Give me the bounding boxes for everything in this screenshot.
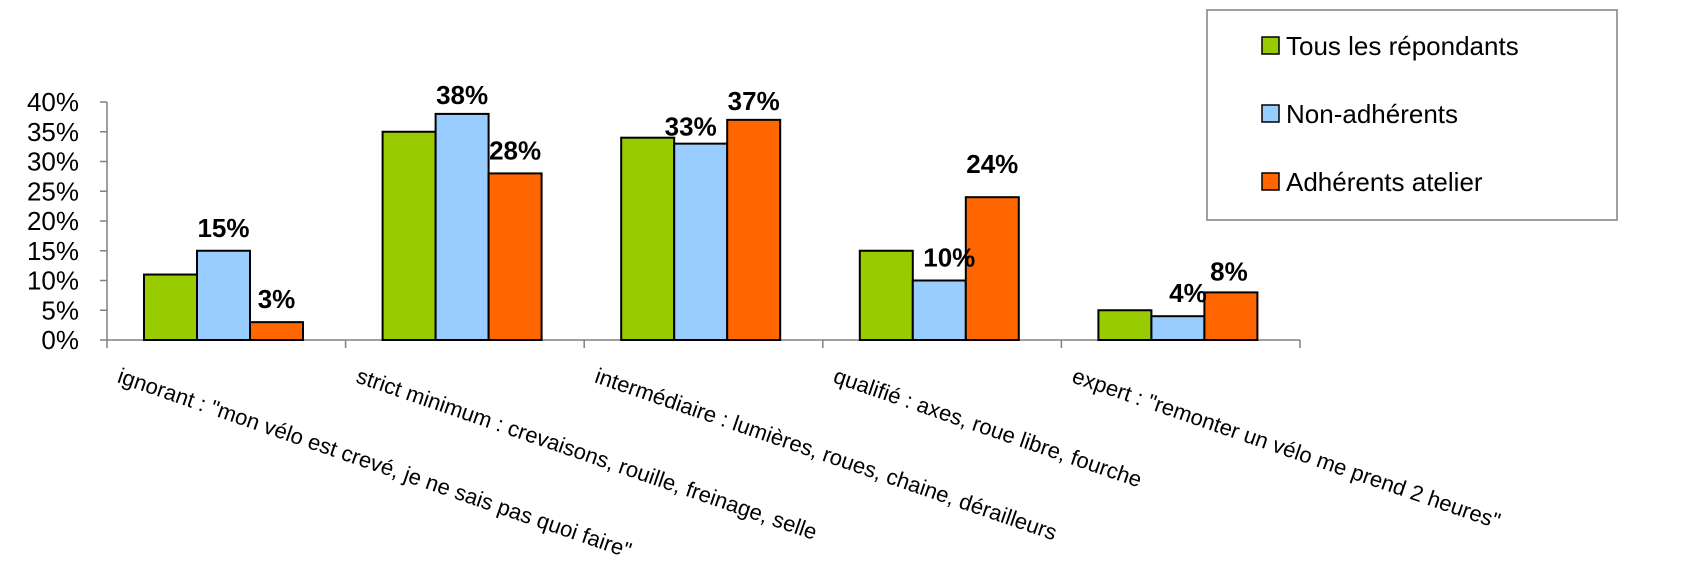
bar	[1097, 309, 1153, 341]
data-label: 37%	[728, 86, 780, 116]
legend-swatch	[1261, 172, 1280, 191]
data-label: 10%	[923, 243, 975, 273]
bar	[1150, 315, 1206, 342]
bar	[726, 118, 782, 341]
y-tick-label: 40%	[27, 87, 79, 117]
data-label: 28%	[489, 135, 541, 165]
y-axis: 0%5%10%15%20%25%30%35%40%	[27, 87, 108, 355]
y-tick-label: 5%	[41, 295, 79, 325]
bar	[964, 196, 1020, 341]
data-label: 3%	[258, 284, 296, 314]
bar	[196, 249, 251, 341]
bars	[143, 112, 1259, 342]
data-label: 15%	[197, 213, 249, 243]
y-tick-label: 35%	[27, 117, 79, 147]
y-tick-label: 30%	[27, 147, 79, 177]
category-labels: ignorant : "mon vélo est crevé, je ne sa…	[115, 363, 1504, 563]
bar	[487, 172, 543, 341]
x-category-label: strict minimum : crevaisons, rouille, fr…	[353, 363, 820, 545]
y-tick-label: 15%	[27, 236, 79, 266]
data-labels: 15% 38% 33% 10% 4% 3% 28% 37% 24% 8%	[197, 80, 1247, 314]
bar	[434, 112, 490, 342]
bar	[911, 279, 967, 341]
legend-label: Non-adhérents	[1286, 99, 1458, 129]
y-tick-label: 25%	[27, 176, 79, 206]
data-label: 8%	[1210, 256, 1248, 286]
y-tick-label: 20%	[27, 206, 79, 236]
data-label: 33%	[665, 112, 717, 142]
x-category-label: expert : "remonter un vélo me prend 2 he…	[1069, 363, 1504, 533]
legend-swatch	[1261, 104, 1280, 123]
legend-label: Adhérents atelier	[1286, 167, 1483, 197]
x-category-label: intermédiaire : lumières, roues, chaine,…	[592, 363, 1060, 545]
data-label: 38%	[436, 80, 488, 110]
data-label: 4%	[1169, 278, 1207, 308]
bar	[1203, 291, 1259, 341]
bar	[249, 321, 304, 341]
legend-swatch	[1261, 36, 1280, 55]
bar	[858, 249, 914, 341]
bar	[673, 142, 729, 341]
legend-label: Tous les répondants	[1286, 31, 1519, 61]
bar	[143, 273, 198, 341]
y-tick-label: 10%	[27, 266, 79, 296]
x-axis	[106, 339, 1301, 348]
bar	[381, 130, 437, 341]
y-tick-label: 0%	[41, 325, 79, 355]
bar	[620, 136, 676, 341]
data-label: 24%	[966, 149, 1018, 179]
legend: Tous les répondants Non-adhérents Adhérent…	[1206, 9, 1618, 221]
